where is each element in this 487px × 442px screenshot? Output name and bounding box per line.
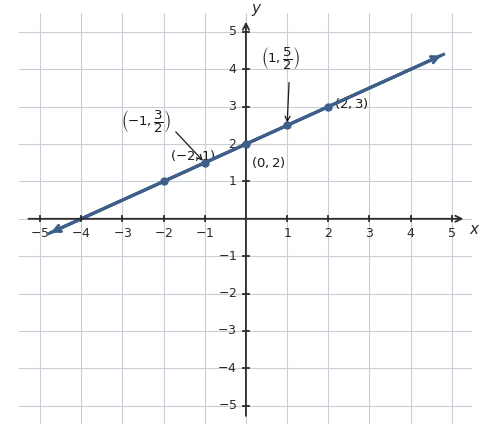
- Text: $−3$: $−3$: [218, 324, 237, 337]
- Text: y: y: [251, 1, 260, 16]
- Text: $(0, 2)$: $(0, 2)$: [251, 155, 286, 170]
- Text: $4$: $4$: [406, 227, 415, 240]
- Text: $−1$: $−1$: [195, 227, 214, 240]
- Text: $\!\left(1,\dfrac{5}{2}\right)$: $\!\left(1,\dfrac{5}{2}\right)$: [262, 46, 300, 72]
- Text: $2$: $2$: [324, 227, 333, 240]
- Text: $5$: $5$: [228, 26, 237, 38]
- Text: $(2, 3)$: $(2, 3)$: [335, 96, 369, 111]
- Text: x: x: [469, 222, 478, 237]
- Text: $3$: $3$: [365, 227, 374, 240]
- Text: $5$: $5$: [448, 227, 456, 240]
- Text: $−2$: $−2$: [154, 227, 173, 240]
- Text: $−4$: $−4$: [217, 362, 237, 375]
- Text: $2$: $2$: [228, 137, 237, 151]
- Text: $\!\left(-1,\dfrac{3}{2}\right)$: $\!\left(-1,\dfrac{3}{2}\right)$: [122, 108, 171, 135]
- Text: $3$: $3$: [228, 100, 237, 113]
- Text: $1$: $1$: [283, 227, 292, 240]
- Text: $−2$: $−2$: [218, 287, 237, 300]
- Text: $−5$: $−5$: [218, 399, 237, 412]
- Text: $4$: $4$: [227, 63, 237, 76]
- Text: $−5$: $−5$: [30, 227, 50, 240]
- Text: $−1$: $−1$: [218, 250, 237, 263]
- Text: $1$: $1$: [228, 175, 237, 188]
- Text: $(-2, 1)$: $(-2, 1)$: [170, 149, 216, 164]
- Text: $−4$: $−4$: [72, 227, 91, 240]
- Text: $−3$: $−3$: [112, 227, 132, 240]
